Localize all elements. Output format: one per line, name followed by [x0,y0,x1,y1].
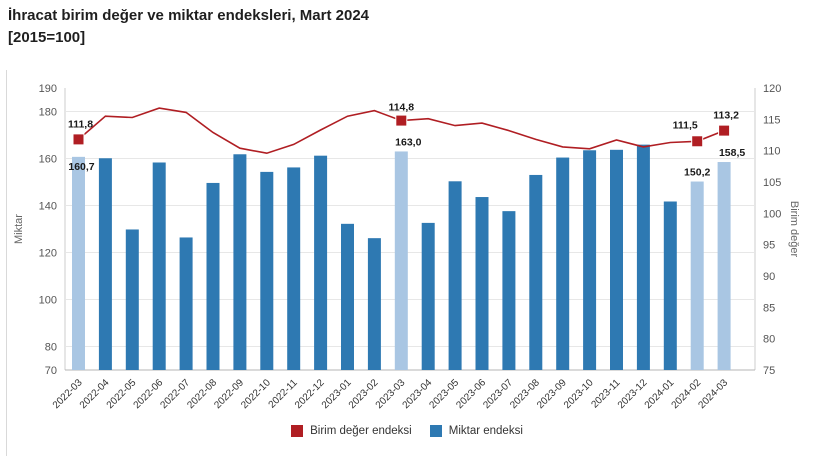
bar-2022-03[interactable] [72,156,85,370]
bar-data-label: 160,7 [68,161,94,173]
legend-label-miktar: Miktar endeksi [448,425,523,437]
bar-2022-10[interactable] [260,171,274,370]
line-data-label: 111,5 [673,119,698,131]
bar-data-label: 163,0 [395,136,421,148]
line-data-label: 114,8 [388,102,414,114]
bar-2023-06[interactable] [475,197,489,370]
bar-2023-05[interactable] [448,181,462,370]
line-marker-2023-03[interactable] [395,114,408,127]
legend-item-birim-deger-endeksi[interactable]: Birim değer endeksi [291,425,412,437]
bar-2022-05[interactable] [125,229,139,370]
bar-2023-01[interactable] [341,223,354,370]
chart-title-line1: İhracat birim değer ve miktar endeksleri… [8,7,370,24]
bar-2022-08[interactable] [206,182,220,370]
x-axis-label: 2022-10 [239,377,273,411]
line-marker-2022-03[interactable] [72,133,85,146]
line-marker-2024-03[interactable] [718,124,731,137]
bar-2022-12[interactable] [314,155,328,370]
bar-data-label: 150,2 [684,167,710,179]
left-axis-tick-label: 180 [39,107,57,119]
bar-data-label: 158,5 [719,147,745,159]
left-axis-tick-label: 140 [39,201,57,213]
legend-swatch-red [291,425,304,437]
right-axis-tick-label: 90 [763,271,775,283]
left-axis-tick-label: 160 [39,154,57,166]
x-axis-label: 2023-10 [562,377,596,411]
left-axis-tick-label: 190 [39,83,57,95]
bar-2023-02[interactable] [367,238,381,370]
right-axis-tick-label: 110 [763,146,781,158]
right-axis-title: Birim değer [788,201,800,258]
bar-2022-07[interactable] [179,237,193,370]
left-axis-title: Miktar [13,214,25,244]
bar-2024-01[interactable] [663,201,677,370]
chart-frame [6,70,808,456]
legend-swatch-blue [429,425,442,437]
right-axis-tick-label: 75 [763,365,775,377]
right-axis-tick-label: 95 [763,240,775,252]
bar-2023-11[interactable] [610,149,623,370]
right-axis-tick-label: 120 [763,83,781,95]
bar-2024-02[interactable] [690,181,704,370]
left-axis-tick-label: 100 [39,295,57,307]
left-axis-tick-label: 120 [39,248,57,260]
chart-legend: Birim değer endeksi Miktar endeksi [0,425,814,437]
legend-label-birim-deger: Birim değer endeksi [310,425,412,437]
bar-2022-06[interactable] [152,162,166,370]
line-data-label: 111,8 [68,118,93,130]
chart-title: İhracat birim değer ve miktar endeksleri… [8,5,369,49]
bar-2022-04[interactable] [98,158,112,370]
bar-2022-11[interactable] [287,167,301,370]
bar-2023-04[interactable] [421,222,435,370]
left-axis-tick-label: 70 [45,365,57,377]
bar-2024-03[interactable] [717,162,731,370]
bar-2023-12[interactable] [636,144,650,370]
bar-2023-03[interactable] [394,151,408,370]
bar-2023-08[interactable] [529,174,543,370]
left-axis-tick-label: 80 [45,342,57,354]
bar-2023-10[interactable] [583,150,597,370]
line-marker-2024-02[interactable] [691,135,704,148]
bar-2022-09[interactable] [233,154,247,370]
bar-2023-07[interactable] [502,211,516,370]
right-axis-tick-label: 105 [763,177,781,189]
right-axis-tick-label: 100 [763,208,781,220]
x-axis-label: 2024-03 [696,377,730,411]
legend-item-miktar-endeksi[interactable]: Miktar endeksi [429,425,523,437]
right-axis-tick-label: 115 [763,114,781,126]
line-data-label: 113,2 [713,110,739,122]
bar-2023-09[interactable] [556,157,570,370]
right-axis-tick-label: 85 [763,302,775,314]
right-axis-tick-label: 80 [763,334,775,346]
chart-title-line2: [2015=100] [8,29,86,46]
